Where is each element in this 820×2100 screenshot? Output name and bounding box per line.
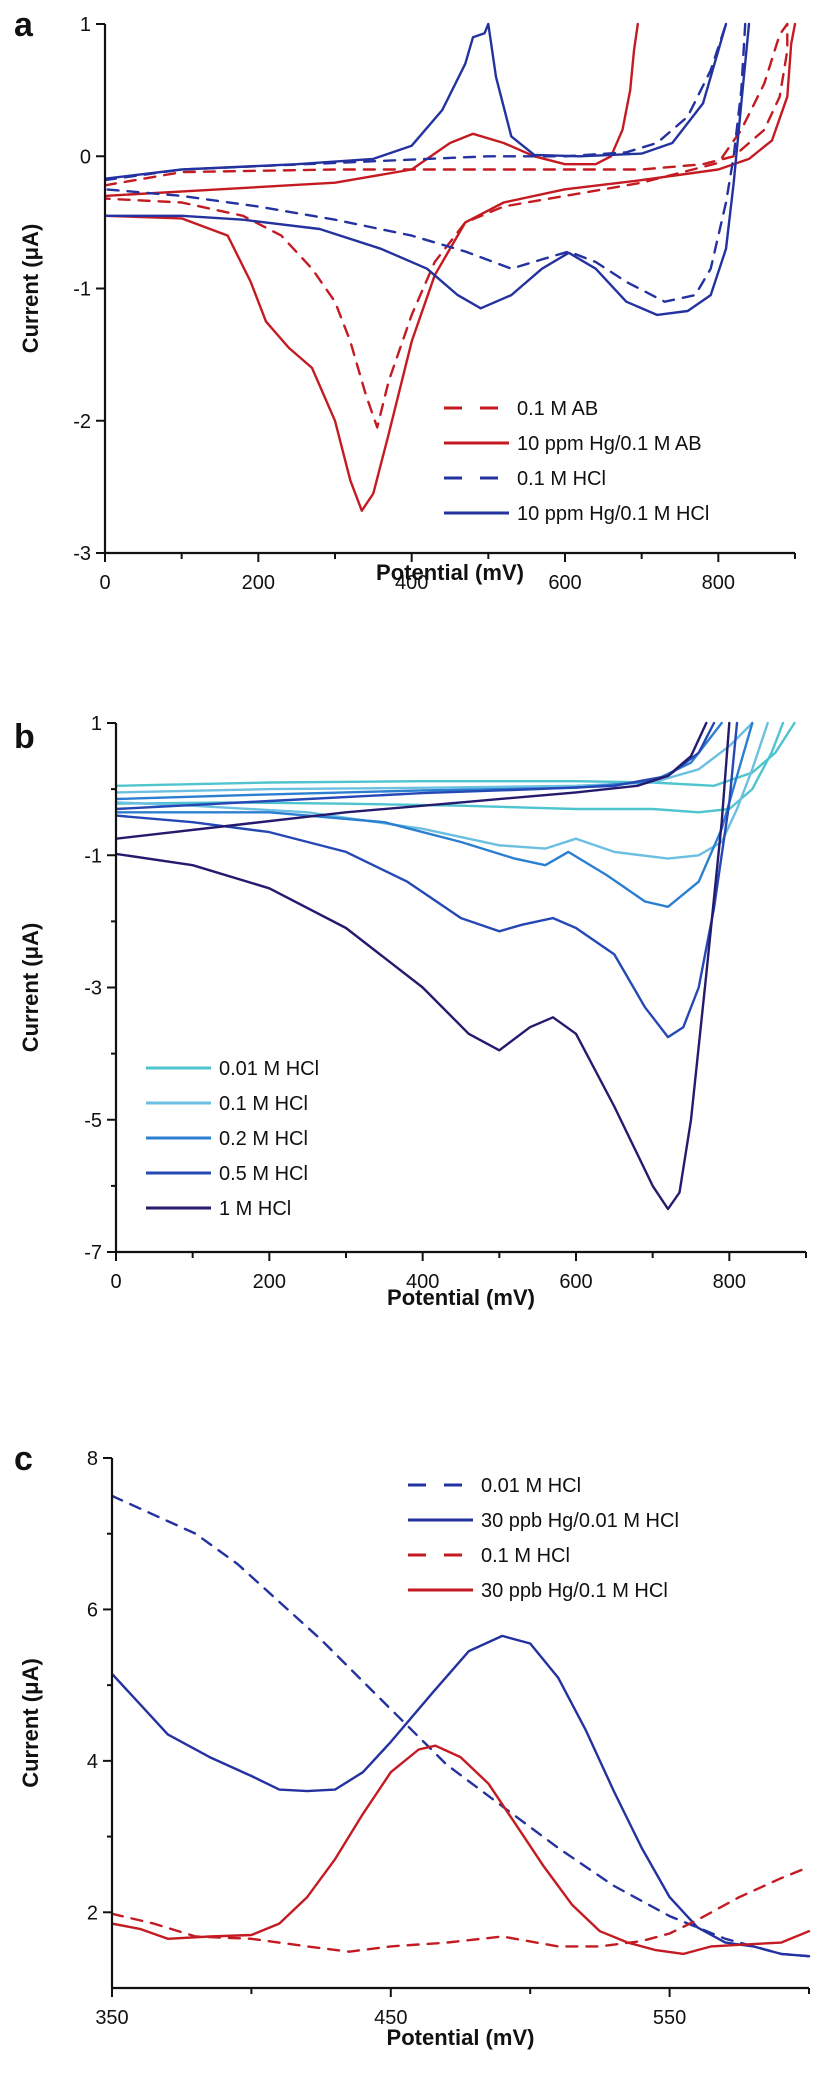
y-tick-label: -1 (84, 845, 102, 867)
legend-label: 0.5 M HCl (219, 1163, 308, 1185)
y-axis-label: Current (μA) (18, 1658, 43, 1788)
series-line-0-1-m-hcl-return (105, 22, 747, 303)
series-line-0-01-m-hcl-return (116, 721, 785, 814)
legend-label: 30 ppb Hg/0.01 M HCl (481, 1510, 679, 1532)
legend-item: 10 ppm Hg/0.1 M AB (444, 433, 702, 455)
legend-item: 0.01 M HCl (146, 1058, 319, 1080)
x-tick-label: 200 (253, 1271, 286, 1293)
legend: 0.1 M AB 10 ppm Hg/0.1 M AB 0.1 M HCl 10 pp… (444, 398, 709, 525)
legend-label: 1 M HCl (219, 1198, 291, 1220)
series-line-10-ppm-hg-0-1-m-hcl (105, 22, 728, 180)
x-tick-label: 350 (95, 2007, 128, 2029)
plot-area (112, 1494, 811, 1958)
legend-item: 0.01 M HCl (408, 1475, 581, 1497)
legend-label: 0.1 M HCl (481, 1545, 570, 1567)
series-line-0-2-m-hcl-return (116, 721, 754, 908)
legend-item: 10 ppm Hg/0.1 M HCl (444, 503, 709, 525)
series-line-10-ppm-hg-0-1-m-hcl-return (105, 22, 751, 317)
x-axis-label: Potential (mV) (387, 1285, 535, 1310)
x-tick-label: 200 (242, 572, 275, 594)
y-tick-label: 1 (91, 713, 102, 735)
x-tick-label: 800 (702, 572, 735, 594)
legend: 0.01 M HCl 0.1 M HCl 0.2 M HCl 0.5 M HCl 1 M… (146, 1058, 319, 1220)
series-line-0-01-m-hcl (112, 1494, 811, 1958)
y-axis-label: Current (μA) (18, 923, 43, 1053)
y-tick-label: -1 (73, 279, 91, 301)
legend-item: 30 ppb Hg/0.01 M HCl (408, 1510, 679, 1532)
x-tick-label: 400 (406, 1271, 439, 1293)
series-line-1-m-hcl (116, 721, 708, 840)
panel-b: b 1 -1 -3 -5 -7 0 200 400 600 800 Potential (mV) Cur… (14, 713, 807, 1310)
y-tick-label: -2 (73, 411, 91, 433)
y-tick-label: 0 (80, 146, 91, 168)
y-tick-label: 4 (87, 1751, 98, 1773)
plot-area (105, 22, 797, 512)
plot-area (116, 721, 796, 1211)
x-tick-label: 800 (713, 1271, 746, 1293)
legend-item: 0.2 M HCl (146, 1128, 308, 1150)
panel-letter: c (14, 1440, 33, 1478)
y-tick-label: 2 (87, 1902, 98, 1924)
y-tick-label: 1 (80, 14, 91, 36)
panel-a: a 1 0 -1 -2 -3 0 200 400 600 800 Potential (mV) Curr… (14, 6, 797, 594)
series-line-1-m-hcl-return (116, 721, 731, 1211)
series-line-0-1-m-hcl (105, 22, 728, 182)
series-line-0-1-m-ab (105, 22, 789, 429)
x-axis-label: Potential (mV) (376, 560, 524, 585)
x-tick-label: 0 (110, 1271, 121, 1293)
x-axis-label: Potential (mV) (387, 2025, 535, 2050)
legend: 0.01 M HCl 30 ppb Hg/0.01 M HCl 0.1 M HCl 3… (408, 1475, 679, 1602)
series-line-30-ppb-hg-0-1-m-hcl (112, 1744, 811, 1956)
legend-item: 30 ppb Hg/0.1 M HCl (408, 1580, 668, 1602)
y-tick-label: -5 (84, 1110, 102, 1132)
legend-label: 30 ppb Hg/0.1 M HCl (481, 1580, 668, 1602)
legend-item: 0.1 M HCl (408, 1545, 570, 1567)
legend-label: 0.1 M HCl (517, 468, 606, 490)
series-line-0-5-m-hcl (116, 721, 716, 811)
legend-label: 0.1 M HCl (219, 1093, 308, 1115)
legend-item: 0.1 M HCl (146, 1093, 308, 1115)
legend-label: 0.01 M HCl (481, 1475, 581, 1497)
x-tick-label: 600 (559, 1271, 592, 1293)
y-tick-label: -3 (73, 543, 91, 565)
legend-label: 0.2 M HCl (219, 1128, 308, 1150)
x-tick-label: 600 (548, 572, 581, 594)
legend-label: 10 ppm Hg/0.1 M AB (517, 433, 702, 455)
legend-label: 10 ppm Hg/0.1 M HCl (517, 503, 709, 525)
series-line-30-ppb-hg-0-01-m-hcl (112, 1634, 811, 1958)
x-tick-label: 400 (395, 572, 428, 594)
series-line-0-5-m-hcl-return (116, 721, 739, 1039)
panel-letter: b (14, 718, 35, 756)
y-tick-label: 6 (87, 1599, 98, 1621)
legend-item: 0.1 M AB (444, 398, 598, 420)
x-tick-label: 0 (99, 572, 110, 594)
y-axis-label: Current (μA) (18, 224, 43, 354)
x-tick-label: 450 (374, 2007, 407, 2029)
panel-c: c 8 6 4 2 350 450 550 Potential (mV) Current (μA)… (14, 1440, 811, 2050)
legend-label: 0.01 M HCl (219, 1058, 319, 1080)
y-tick-label: -7 (84, 1242, 102, 1264)
x-tick-label: 550 (653, 2007, 686, 2029)
legend-item: 0.1 M HCl (444, 468, 606, 490)
y-tick-label: 8 (87, 1448, 98, 1470)
series-line-10-ppm-hg-0-1-m-ab-return (105, 22, 797, 512)
series-line-0-1-m-hcl (112, 1865, 811, 1953)
legend-item: 0.5 M HCl (146, 1163, 308, 1185)
y-tick-label: -3 (84, 978, 102, 1000)
panel-letter: a (14, 6, 34, 44)
legend-item: 1 M HCl (146, 1198, 291, 1220)
legend-label: 0.1 M AB (517, 398, 598, 420)
